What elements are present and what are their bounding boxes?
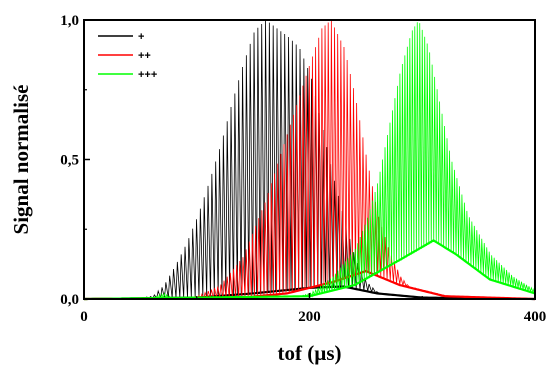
y-axis-title: Signal normalisé — [9, 85, 33, 235]
x-tick-label: 200 — [298, 309, 321, 325]
legend: ++++++ — [98, 31, 157, 81]
legend-label: ++ — [138, 50, 151, 62]
series-1-signal-line — [84, 20, 535, 300]
legend-item-3: +++ — [98, 69, 157, 81]
y-tick-label: 1,0 — [60, 13, 79, 29]
legend-label: +++ — [138, 69, 157, 81]
legend-item-2: ++ — [98, 50, 151, 62]
x-tick-label: 400 — [524, 309, 547, 325]
axis-ticks: 0 200 400 0,0 0,5 1,0 — [60, 13, 546, 325]
series-1 — [83, 20, 536, 301]
legend-item-1: + — [98, 31, 144, 43]
legend-label: + — [138, 31, 144, 43]
y-tick-label: 0,0 — [60, 292, 79, 308]
x-tick-label: 0 — [80, 309, 88, 325]
x-axis-title: tof (µs) — [278, 341, 342, 365]
y-tick-label: 0,5 — [60, 153, 79, 169]
series-layer — [83, 20, 536, 301]
